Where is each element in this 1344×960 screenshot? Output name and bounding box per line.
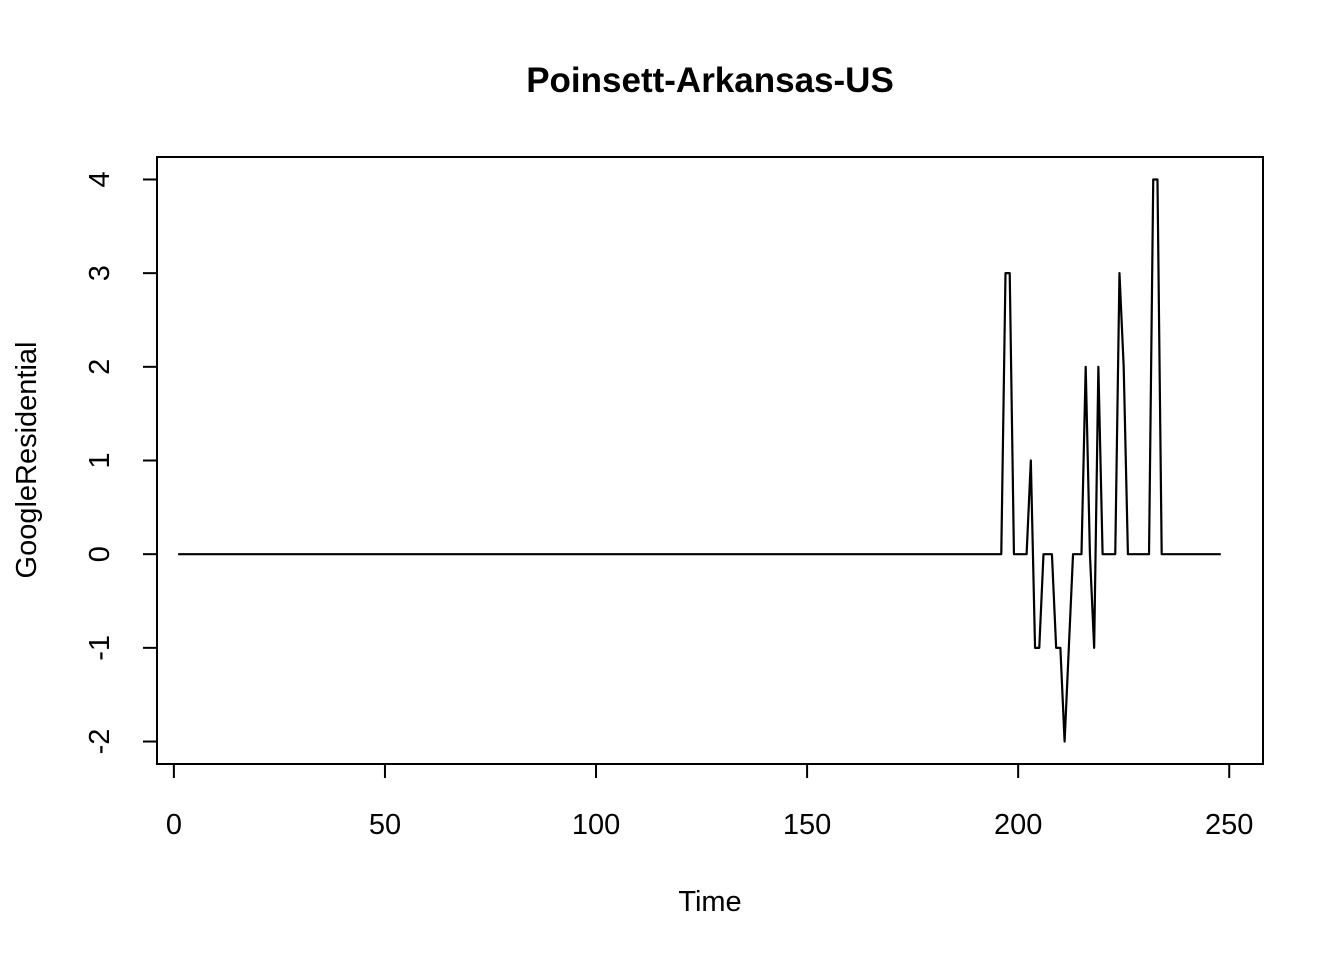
x-tick-label: 150 bbox=[783, 809, 831, 841]
y-tick-label: -2 bbox=[84, 729, 116, 755]
x-tick-label: 50 bbox=[369, 809, 401, 841]
y-axis-label: GoogleResidential bbox=[11, 342, 43, 579]
x-tick-label: 200 bbox=[994, 809, 1042, 841]
y-tick-label: 0 bbox=[84, 546, 116, 562]
chart-title: Poinsett-Arkansas-US bbox=[526, 61, 894, 100]
x-tick-label: 250 bbox=[1205, 809, 1253, 841]
y-tick-label: 3 bbox=[84, 265, 116, 281]
y-tick-label: -1 bbox=[84, 635, 116, 661]
x-axis: 0 50 100 150 200 250 bbox=[166, 763, 1253, 841]
x-tick-label: 100 bbox=[572, 809, 620, 841]
y-axis: -2 -1 0 1 2 3 4 bbox=[84, 171, 158, 755]
y-tick-label: 1 bbox=[84, 452, 116, 468]
x-tick-label: 0 bbox=[166, 809, 182, 841]
y-tick-label: 4 bbox=[84, 171, 116, 187]
series-line bbox=[178, 178, 1221, 743]
x-axis-label: Time bbox=[678, 886, 741, 918]
y-tick-label: 2 bbox=[84, 359, 116, 375]
